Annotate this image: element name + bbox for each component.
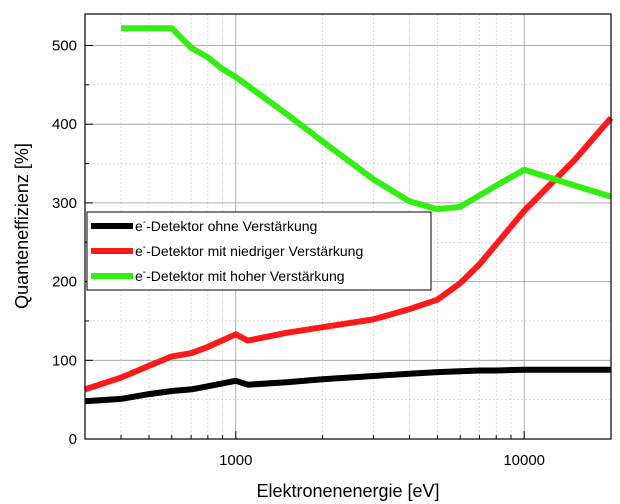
legend-label: e--Detektor mit niedriger Verstärkung xyxy=(135,242,363,259)
legend-box xyxy=(86,211,432,291)
x-tick-label: 10000 xyxy=(503,452,545,469)
y-tick-label: 400 xyxy=(52,116,77,133)
series-line-3 xyxy=(121,25,612,213)
legend: e--Detektor ohne Verstärkung e--Detektor … xyxy=(86,211,432,291)
series-lines xyxy=(84,25,614,405)
series-line-2 xyxy=(84,115,614,393)
y-tick-label: 300 xyxy=(52,195,77,212)
x-axis-title: Elektronenenergie [eV] xyxy=(256,481,439,501)
y-tick-label: 200 xyxy=(52,274,77,291)
y-axis-title: Quanteneffizienz [%] xyxy=(12,143,32,309)
y-tick-label: 0 xyxy=(69,431,77,448)
x-tick-label: 1000 xyxy=(219,452,252,469)
y-tick-label: 500 xyxy=(52,37,77,54)
series-line-1 xyxy=(84,366,611,405)
legend-label: e--Detektor mit hoher Verstärkung xyxy=(135,267,345,284)
axis-ticks xyxy=(84,44,612,440)
y-tick-label: 100 xyxy=(52,352,77,369)
plot-frame xyxy=(84,13,612,440)
legend-label: e--Detektor ohne Verstärkung xyxy=(135,217,317,234)
axis-tick-labels: 0 100 200 300 400 500 1000 10000 xyxy=(52,37,545,469)
